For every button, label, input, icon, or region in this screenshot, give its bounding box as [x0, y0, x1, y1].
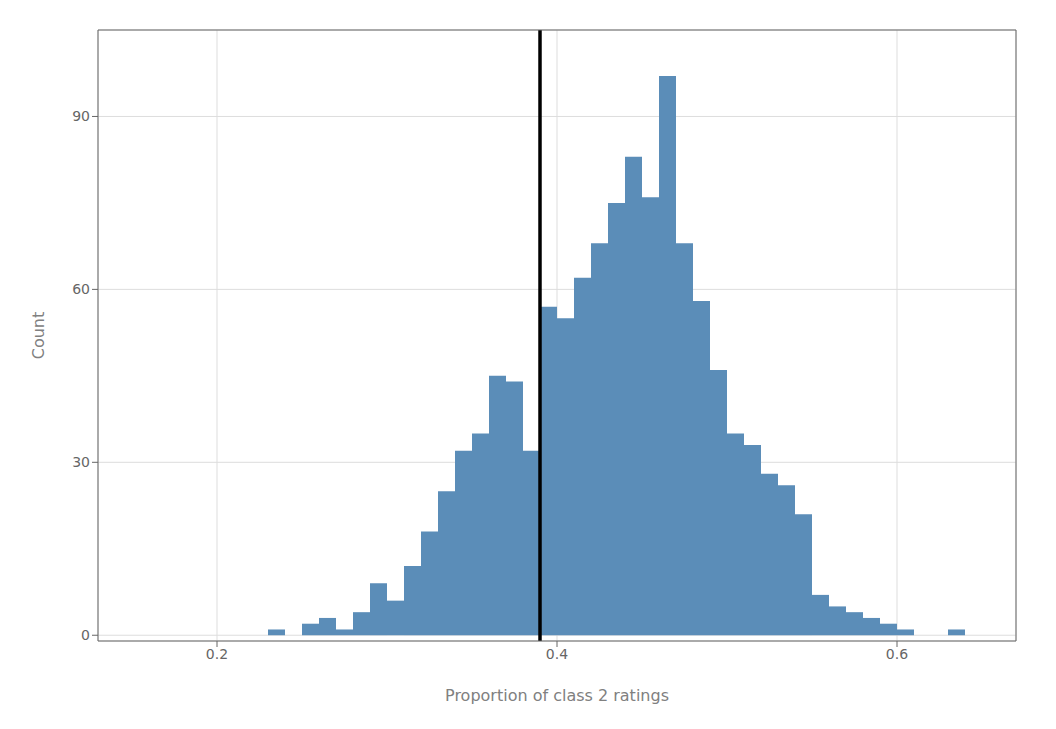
- svg-text:0: 0: [81, 627, 90, 643]
- svg-text:60: 60: [72, 281, 90, 297]
- svg-text:Proportion of class 2 ratings: Proportion of class 2 ratings: [445, 686, 669, 705]
- svg-text:Count: Count: [29, 312, 48, 360]
- svg-text:0.6: 0.6: [886, 646, 908, 662]
- svg-text:90: 90: [72, 108, 90, 124]
- svg-text:0.4: 0.4: [546, 646, 568, 662]
- svg-text:30: 30: [72, 454, 90, 470]
- svg-text:0.2: 0.2: [206, 646, 228, 662]
